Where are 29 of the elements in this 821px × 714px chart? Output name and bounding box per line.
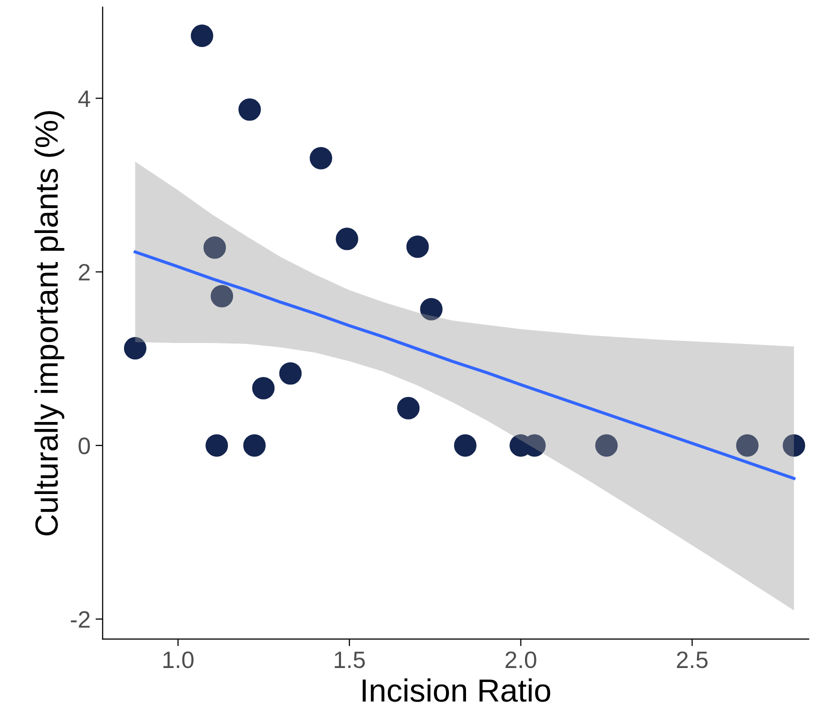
x-axis-title: Incision Ratio [362,678,550,702]
x-tick-label: 2.0 [506,651,536,668]
point [454,434,476,457]
point [595,434,618,457]
x-tick-label: 1.0 [163,651,194,668]
point [406,235,429,258]
point [336,228,358,250]
point [279,362,302,385]
point [238,98,261,121]
point [397,396,420,420]
point [243,434,266,457]
point [782,434,806,457]
x-tick-label: 2.5 [676,651,708,668]
point [736,434,759,457]
point [124,337,146,360]
point [206,434,228,457]
point [252,376,275,400]
y-tick-label: 4 [78,90,90,107]
point [203,236,226,259]
y-tick-label: 2 [78,264,90,280]
y-tick-label: 0 [78,438,90,454]
point [310,146,332,170]
line-series [134,250,796,480]
point [420,298,443,320]
point [210,284,234,308]
y-axis-title: Culturally important plants (%) [34,111,64,536]
x-tick-label: 1.5 [334,652,365,668]
y-tick-label: -2 [70,611,90,628]
point [190,24,214,48]
